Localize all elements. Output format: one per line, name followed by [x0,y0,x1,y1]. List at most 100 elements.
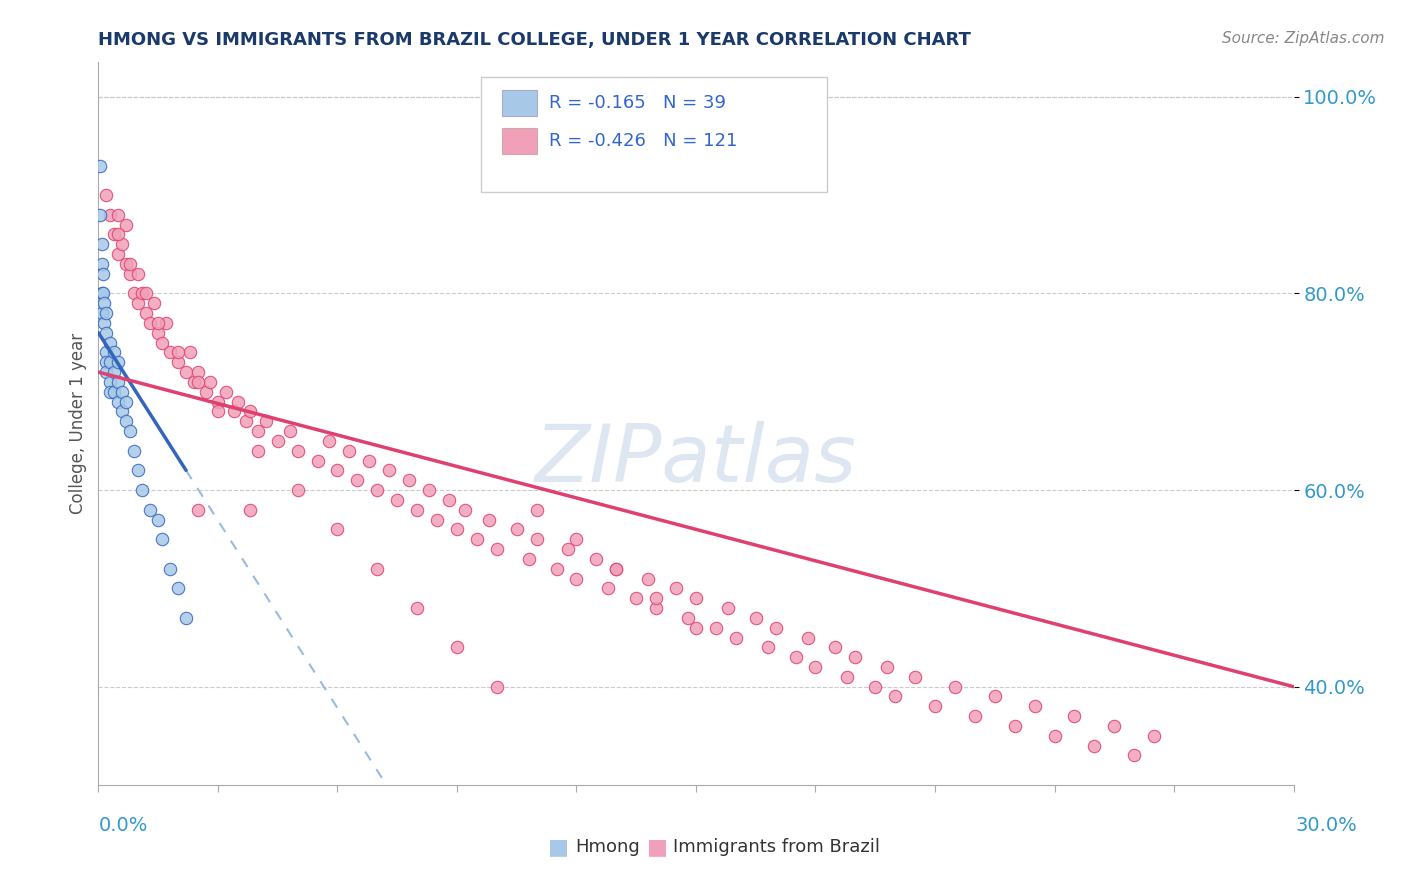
Point [1063,709,1085,723]
Point [91,257,114,271]
Point [98,335,122,350]
Point [963,709,986,723]
Point [115,414,138,428]
Point [426,512,449,526]
Point [626,591,648,606]
Point [645,591,668,606]
Point [704,621,727,635]
Point [91,286,114,301]
Point [517,552,540,566]
Point [143,296,166,310]
Point [148,512,170,526]
Text: HMONG VS IMMIGRANTS FROM BRAZIL COLLEGE, UNDER 1 YEAR CORRELATION CHART: HMONG VS IMMIGRANTS FROM BRAZIL COLLEGE,… [98,31,972,49]
Point [598,582,620,596]
Point [127,296,149,310]
FancyBboxPatch shape [502,90,537,116]
Point [167,355,190,369]
Point [89,159,111,173]
Point [93,316,115,330]
Point [187,502,209,516]
FancyBboxPatch shape [502,128,537,154]
Text: ZIPatlas: ZIPatlas [534,421,858,499]
Point [159,345,181,359]
Point [745,611,768,625]
Point [318,434,340,448]
Point [222,404,245,418]
Point [89,208,111,222]
Point [326,463,349,477]
Point [124,286,146,301]
Point [103,345,125,359]
Point [637,572,659,586]
Point [91,306,114,320]
Point [91,267,114,281]
Point [148,326,170,340]
Point [96,326,118,340]
FancyBboxPatch shape [481,77,828,193]
Point [174,365,197,379]
Text: 0.0%: 0.0% [98,816,148,835]
Point [254,414,277,428]
Point [207,394,229,409]
Point [605,562,627,576]
Point [139,502,162,516]
Point [904,670,927,684]
Point [844,650,866,665]
Point [546,562,568,576]
Point [824,640,846,655]
Point [984,690,1007,704]
Point [150,532,173,546]
Point [235,414,257,428]
Point [366,562,388,576]
Text: 30.0%: 30.0% [1295,816,1357,835]
Point [183,375,205,389]
Text: R = -0.165   N = 39: R = -0.165 N = 39 [548,94,725,112]
Point [765,621,787,635]
Point [107,208,129,222]
Point [179,345,201,359]
Point [215,384,238,399]
Point [107,227,129,242]
Point [717,601,740,615]
Point [124,443,146,458]
Point [605,562,627,576]
Point [756,640,779,655]
Point [150,335,173,350]
Point [96,306,118,320]
Point [139,316,162,330]
Point [785,650,807,665]
Point [103,365,125,379]
Point [159,562,181,576]
Point [107,355,129,369]
Point [378,463,401,477]
Point [111,237,134,252]
Point [406,502,429,516]
Point [98,384,122,399]
Point [804,660,827,674]
Point [724,631,747,645]
Point [98,208,122,222]
Point [645,601,668,615]
Point [135,286,157,301]
Point [91,286,114,301]
Point [167,582,190,596]
Point [120,257,142,271]
Point [1143,729,1166,743]
Y-axis label: College, Under 1 year: College, Under 1 year [69,333,87,515]
Point [418,483,440,497]
Text: Source: ZipAtlas.com: Source: ZipAtlas.com [1222,31,1385,46]
Point [796,631,818,645]
Point [287,483,309,497]
Point [565,572,588,586]
Point [307,453,329,467]
Point [239,502,262,516]
Point [1104,719,1126,733]
Point [187,365,209,379]
Point [385,492,409,507]
Point [465,532,488,546]
Point [685,621,707,635]
Point [565,532,588,546]
Point [111,384,134,399]
Point [103,384,125,399]
Point [167,345,190,359]
